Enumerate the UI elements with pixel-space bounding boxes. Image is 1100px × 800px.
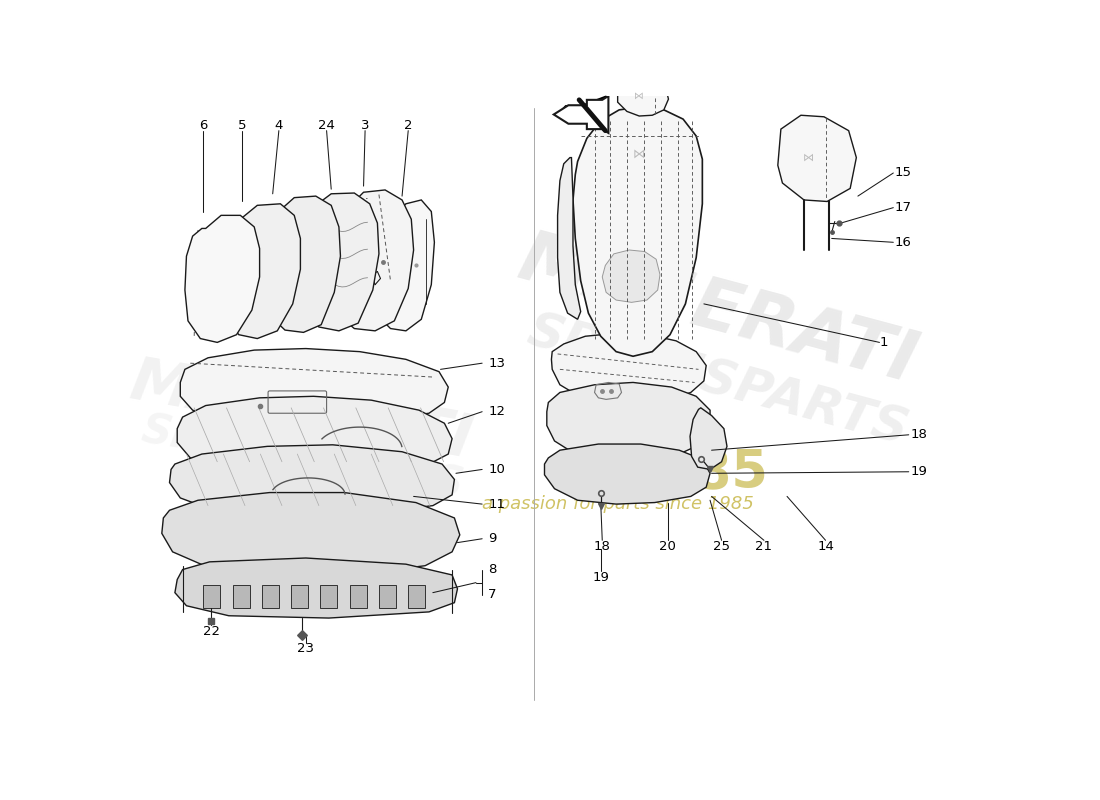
Text: 3: 3 <box>361 118 370 132</box>
Text: 21: 21 <box>756 540 772 553</box>
Text: 1985: 1985 <box>621 447 768 499</box>
Polygon shape <box>558 158 581 319</box>
Text: 22: 22 <box>202 625 220 638</box>
Polygon shape <box>331 190 414 331</box>
Text: 11: 11 <box>488 498 505 510</box>
Text: 8: 8 <box>488 563 497 576</box>
Polygon shape <box>618 78 669 116</box>
Polygon shape <box>373 200 434 331</box>
Text: 19: 19 <box>911 466 927 478</box>
Polygon shape <box>690 408 727 470</box>
Polygon shape <box>175 558 458 618</box>
Bar <box>320 585 338 608</box>
Polygon shape <box>169 445 454 515</box>
Polygon shape <box>298 193 378 331</box>
Text: 1: 1 <box>880 336 888 349</box>
Text: 2: 2 <box>404 118 412 132</box>
Polygon shape <box>553 96 608 133</box>
Bar <box>233 585 250 608</box>
Text: MASERATI: MASERATI <box>126 353 477 471</box>
Polygon shape <box>264 196 341 332</box>
Text: 13: 13 <box>488 357 505 370</box>
Polygon shape <box>180 349 449 423</box>
Polygon shape <box>551 333 706 404</box>
Text: 10: 10 <box>488 463 505 476</box>
Text: 18: 18 <box>594 540 610 553</box>
Text: MASERATI: MASERATI <box>510 226 925 398</box>
Text: ⋈: ⋈ <box>803 153 814 162</box>
Text: 12: 12 <box>488 405 505 418</box>
Polygon shape <box>573 106 703 356</box>
Text: 15: 15 <box>895 166 912 179</box>
Bar <box>204 585 220 608</box>
Text: 4: 4 <box>275 118 283 132</box>
Text: 25: 25 <box>713 540 730 553</box>
Polygon shape <box>603 250 660 302</box>
Bar <box>408 585 425 608</box>
Text: a passion for parts since 1985: a passion for parts since 1985 <box>482 495 754 513</box>
Text: 7: 7 <box>488 589 497 602</box>
Text: 16: 16 <box>895 236 912 249</box>
Polygon shape <box>547 382 711 459</box>
Polygon shape <box>544 444 711 504</box>
Polygon shape <box>185 215 260 342</box>
Text: 19: 19 <box>592 570 609 584</box>
Bar <box>350 585 366 608</box>
Text: ⋈: ⋈ <box>632 147 646 160</box>
Text: 17: 17 <box>895 201 912 214</box>
Polygon shape <box>778 115 856 202</box>
Text: 9: 9 <box>488 532 497 546</box>
Text: 24: 24 <box>318 118 336 132</box>
Text: SPARESPARTS: SPARESPARTS <box>138 409 466 507</box>
Polygon shape <box>162 493 460 575</box>
Polygon shape <box>220 204 300 338</box>
Text: 5: 5 <box>238 118 246 132</box>
Text: 20: 20 <box>659 540 676 553</box>
Text: 18: 18 <box>911 428 927 442</box>
Text: 6: 6 <box>199 118 208 132</box>
Text: 23: 23 <box>297 642 315 655</box>
Text: 14: 14 <box>817 540 834 553</box>
Bar <box>292 585 308 608</box>
Text: SPARESPARTS: SPARESPARTS <box>522 307 913 455</box>
Text: ⋈: ⋈ <box>635 91 645 101</box>
Bar <box>262 585 278 608</box>
Bar <box>378 585 396 608</box>
Polygon shape <box>177 396 452 474</box>
